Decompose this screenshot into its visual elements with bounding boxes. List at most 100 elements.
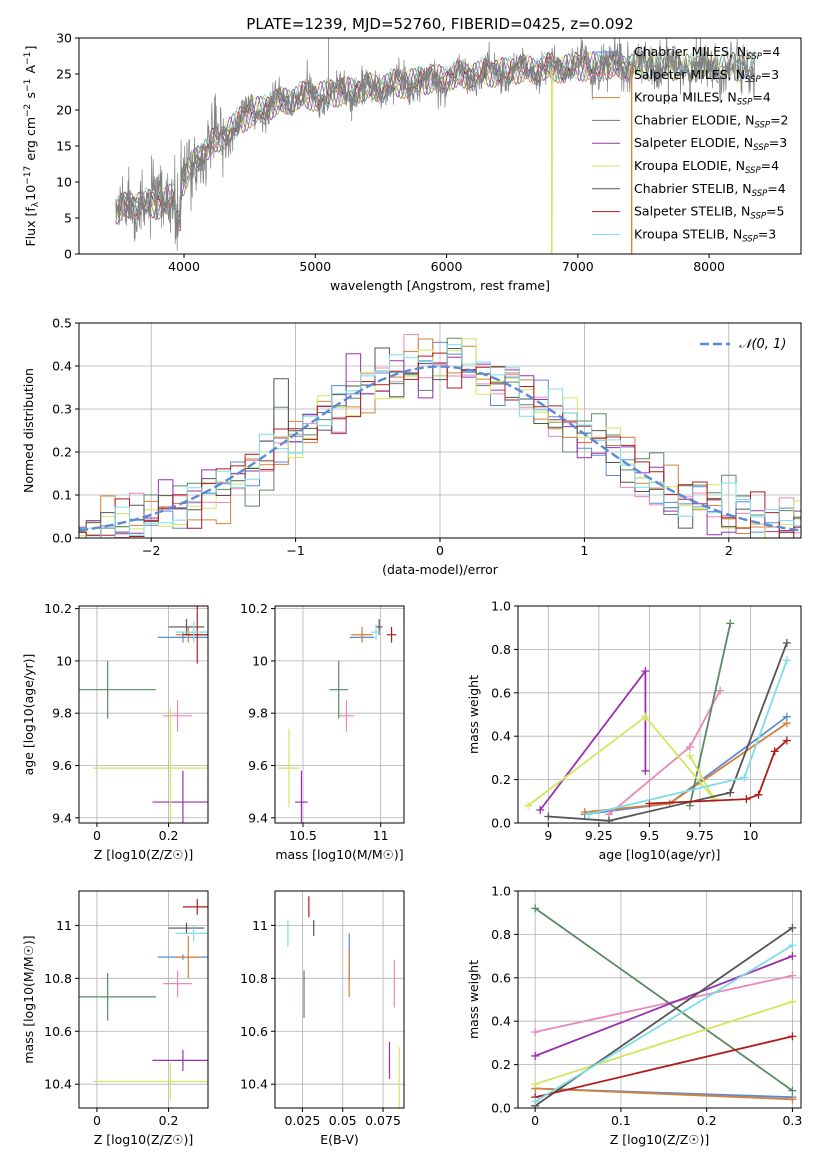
legend-label-salpeter-elodie: Salpeter ELODIE, NSSP=3 — [634, 135, 787, 153]
y-tick-label: 10.2 — [44, 601, 72, 616]
marker-kroupa-elodie — [641, 712, 650, 721]
x-tick-label: 0.2 — [159, 1113, 179, 1128]
y-tick-label: 1.0 — [491, 884, 511, 899]
y-tick-label: 0.4 — [491, 729, 511, 744]
y-tick-label: 1.0 — [491, 599, 511, 614]
marker-chabrier-stelib — [782, 638, 791, 647]
legend-label-normal: 𝒩(0, 1) — [739, 337, 786, 352]
series-salpeter-elodie — [534, 955, 793, 1057]
legend-subscript: SSP — [745, 166, 761, 176]
marker-kroupa-stelib — [740, 773, 749, 782]
x-tick-label: 1 — [580, 543, 588, 558]
y-tick-label: 0.6 — [491, 970, 511, 985]
x-tick-label: 0 — [531, 1113, 539, 1128]
y-tick-label: 10 — [252, 653, 268, 668]
x-tick-label: 0.025 — [285, 1113, 321, 1128]
marker-salpeter-elodie — [788, 952, 797, 961]
y-label-part: 10 — [23, 185, 38, 201]
legend-text: Chabrier MILES, N — [634, 44, 746, 59]
series-salpeter-stelib — [534, 1035, 793, 1099]
marker-kroupa-stelib — [782, 656, 791, 665]
panel-residual-histogram: −2 −1 0 1 2 0.0 0.1 0.2 0.3 0.4 0.5 (data-model)/er… — [21, 316, 802, 577]
marker-salpeter-stelib — [788, 1032, 797, 1041]
y-tick-label: 10.8 — [240, 971, 268, 986]
x-tick-label: 7000 — [562, 259, 594, 274]
y-label-part: Flux [f — [23, 207, 38, 247]
x-tick-label: 10.5 — [289, 828, 317, 843]
plot-area — [79, 334, 801, 538]
y-label-part: λ — [31, 201, 41, 207]
y-label-part: −1 — [23, 79, 33, 92]
y-tick-label: 0.2 — [491, 772, 511, 787]
y-tick-label: 5 — [64, 211, 72, 226]
y-axis-label: Flux [fλ 10−17 erg cm−2 s−1 A−1 ] — [23, 45, 41, 246]
y-label-part: ] — [23, 45, 38, 50]
legend-subscript: SSP — [746, 52, 762, 62]
hist-kroupa-elodie — [79, 338, 801, 538]
y-tick-label: 25 — [56, 67, 72, 82]
y-tick-label: 0.4 — [52, 359, 72, 374]
legend-label-chabrier-miles: Chabrier MILES, NSSP=4 — [634, 44, 780, 62]
y-tick-label: 9.8 — [248, 706, 268, 721]
legend-text: =4 — [752, 90, 770, 105]
panel-massweight-vs-age: 9 9.25 9.5 9.75 10 0.0 0.2 0.4 0.6 0.8 1.0 age [log… — [466, 599, 802, 862]
legend-label-kroupa-stelib: Kroupa STELIB, NSSP=3 — [634, 226, 776, 244]
series-salpeter-stelib — [649, 739, 788, 805]
marker-kroupa-elodie — [685, 751, 694, 760]
legend-label-kroupa-miles: Kroupa MILES, NSSP=4 — [634, 90, 771, 108]
x-tick-label: 11 — [373, 828, 389, 843]
x-axis-label: Z [log10(Z/Z☉)] — [94, 1132, 194, 1147]
series-chabrier-stelib — [548, 642, 788, 822]
x-tick-label: 5000 — [299, 259, 331, 274]
series-kroupa-elodie — [527, 715, 715, 807]
marker-chabrier-elodie — [788, 1086, 797, 1095]
y-tick-label: 10.8 — [44, 971, 72, 986]
legend-subscript: SSP — [750, 212, 766, 222]
marker-salpeter-elodie — [641, 766, 650, 775]
y-tick-label: 0.2 — [52, 445, 72, 460]
x-tick-label: 4000 — [168, 259, 200, 274]
y-label-part: s — [23, 92, 38, 103]
y-tick-label: 0.4 — [491, 1014, 511, 1029]
series-chabrier-elodie — [534, 907, 793, 1092]
y-tick-label: 30 — [56, 31, 72, 46]
y-label-part: −2 — [23, 104, 33, 117]
marker-kroupa-stelib — [788, 941, 797, 950]
y-tick-label: 0.8 — [491, 642, 511, 657]
marker-kroupa-elodie — [524, 801, 533, 810]
y-label-part: erg cm — [23, 117, 38, 165]
marker-salpeter-elodie — [536, 805, 545, 814]
y-axis-label: mass weight — [466, 960, 481, 1039]
x-tick-label: 9.75 — [686, 828, 714, 843]
marker-kroupa-miles — [782, 719, 791, 728]
legend-text: =4 — [761, 158, 779, 173]
axes-frame — [274, 605, 405, 824]
legend-label-chabrier-elodie: Chabrier ELODIE, NSSP=2 — [634, 112, 789, 130]
legend-label-kroupa-elodie: Kroupa ELODIE, NSSP=4 — [634, 158, 779, 176]
y-tick-label: 0.0 — [52, 531, 72, 546]
panel-age-vs-z: 0 0.2 9.4 9.6 9.8 10 10.2 Z [log10(Z/Z☉)] age [l… — [21, 601, 209, 862]
y-tick-label: 10.6 — [44, 1024, 72, 1039]
y-tick-label: 11 — [56, 918, 72, 933]
y-tick-label: 0.5 — [52, 316, 72, 331]
x-tick-label: 0.075 — [365, 1113, 401, 1128]
series-salpeter-miles — [535, 974, 793, 1033]
y-tick-label: 0.2 — [491, 1057, 511, 1072]
marker-salpeter-miles — [788, 971, 797, 980]
x-tick-label: 2 — [725, 543, 733, 558]
legend-text: Kroupa MILES, N — [634, 90, 737, 105]
x-axis-label: mass [log10(M/M☉)] — [275, 847, 403, 862]
y-label-part: A — [23, 64, 38, 77]
y-tick-label: 10.2 — [240, 601, 268, 616]
marker-salpeter-miles — [685, 743, 694, 752]
x-axis-label: (data-model)/error — [382, 562, 499, 577]
legend-subscript: SSP — [737, 98, 753, 108]
x-axis-label: Z [log10(Z/Z☉)] — [610, 1132, 710, 1147]
y-tick-label: 10 — [56, 175, 72, 190]
marker-kroupa-stelib — [531, 1097, 540, 1106]
x-axis-label: E(B-V) — [320, 1132, 359, 1147]
series-kroupa-miles — [535, 1087, 793, 1101]
plot-area — [531, 904, 797, 1108]
normal-curve — [79, 365, 801, 532]
series-kroupa-stelib — [534, 944, 793, 1103]
